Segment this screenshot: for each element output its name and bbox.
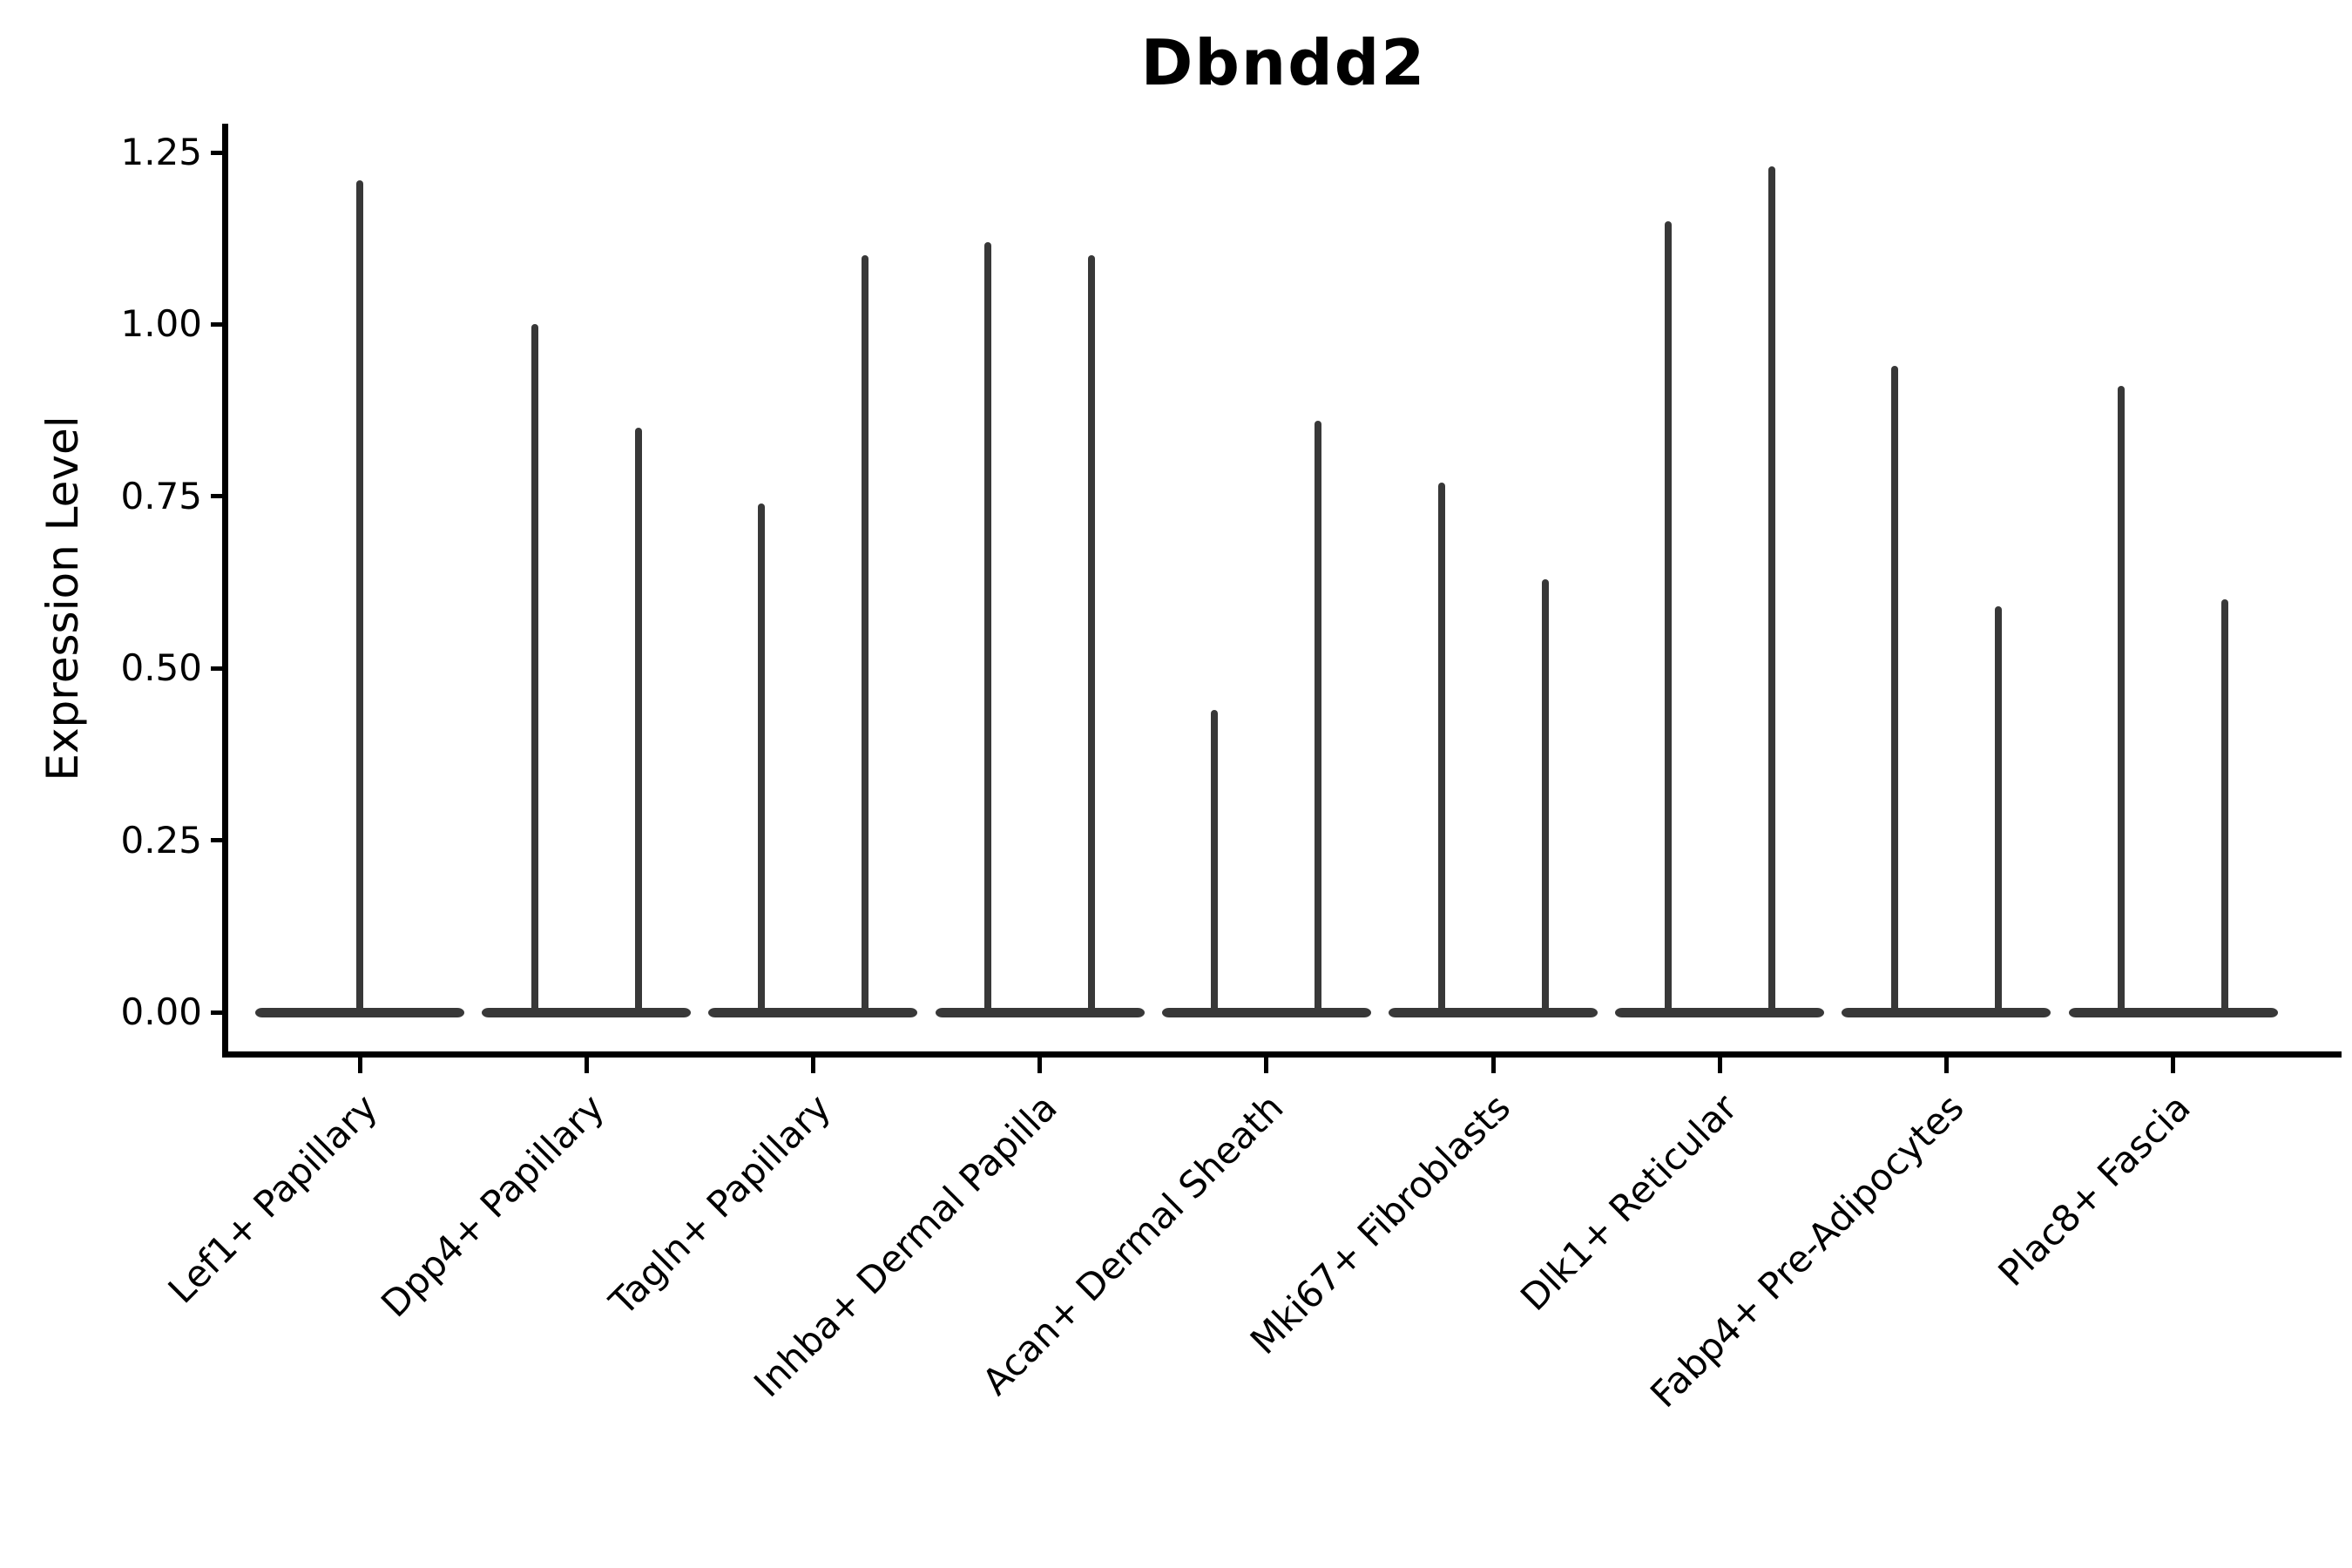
y-tick-label: 1.25 xyxy=(120,131,202,173)
x-tick-label: Mki67+ Fibroblasts xyxy=(1241,1085,1519,1363)
violin-base xyxy=(2068,1007,2278,1017)
violin-spike xyxy=(1088,255,1096,1012)
x-tick-mark xyxy=(357,1058,362,1073)
x-tick-mark xyxy=(1264,1058,1269,1073)
y-tick-mark xyxy=(211,321,226,327)
violin-spike xyxy=(356,179,363,1012)
x-tick-mark xyxy=(1037,1058,1043,1073)
x-tick-mark xyxy=(1717,1058,1722,1073)
x-tick-mark xyxy=(584,1058,589,1073)
y-tick-label: 0.50 xyxy=(120,646,202,690)
violin-spike xyxy=(757,503,765,1012)
violin-spike xyxy=(1664,220,1672,1012)
y-tick-label: 0.00 xyxy=(120,990,202,1033)
y-tick-label: 0.75 xyxy=(120,474,202,517)
x-axis-spine xyxy=(222,1051,2342,1058)
violin-spike xyxy=(1541,578,1549,1012)
violin-spike xyxy=(1437,483,1445,1012)
x-tick-label: Lef1+ Papillary xyxy=(159,1085,386,1312)
y-tick-mark xyxy=(211,1010,226,1015)
violin-spike xyxy=(2118,386,2126,1012)
violin-spike xyxy=(1994,606,2002,1012)
violin-spike xyxy=(1211,709,1219,1012)
violin-spike xyxy=(1315,420,1322,1012)
x-tick-mark xyxy=(1490,1058,1496,1073)
violin-base xyxy=(708,1007,918,1017)
violin-base xyxy=(935,1007,1145,1017)
x-tick-label: Dlk1+ Reticular xyxy=(1511,1085,1746,1320)
violin-base xyxy=(255,1007,464,1017)
x-tick-mark xyxy=(2171,1058,2176,1073)
y-tick-label: 0.25 xyxy=(120,818,202,862)
violin-base xyxy=(1161,1007,1371,1017)
violin-spike xyxy=(531,324,538,1012)
violin-spike xyxy=(2221,599,2229,1012)
violin-spike xyxy=(861,255,868,1012)
violin-base xyxy=(482,1007,692,1017)
chart-title: Dbndd2 xyxy=(1140,26,1427,99)
x-tick-label: Tagln+ Papillary xyxy=(600,1085,839,1324)
x-tick-label: Dpp4+ Papillary xyxy=(372,1085,612,1326)
y-tick-mark xyxy=(211,666,226,671)
violin-base xyxy=(1389,1007,1598,1017)
x-tick-mark xyxy=(1943,1058,1949,1073)
x-tick-mark xyxy=(810,1058,815,1073)
violin-spike xyxy=(1767,166,1775,1012)
violin-spike xyxy=(1890,365,1898,1012)
y-tick-label: 1.00 xyxy=(120,302,202,346)
violin-spike xyxy=(984,241,992,1012)
y-tick-mark xyxy=(211,494,226,499)
y-axis-label: Expression Level xyxy=(37,416,88,781)
y-axis-spine xyxy=(222,124,228,1058)
y-tick-mark xyxy=(211,838,226,843)
violin-base xyxy=(1842,1007,2051,1017)
violin-base xyxy=(1615,1007,1825,1017)
y-tick-mark xyxy=(211,150,226,155)
violin-spike xyxy=(634,427,642,1012)
x-tick-label: Plac8+ Fascia xyxy=(1990,1085,2199,1294)
